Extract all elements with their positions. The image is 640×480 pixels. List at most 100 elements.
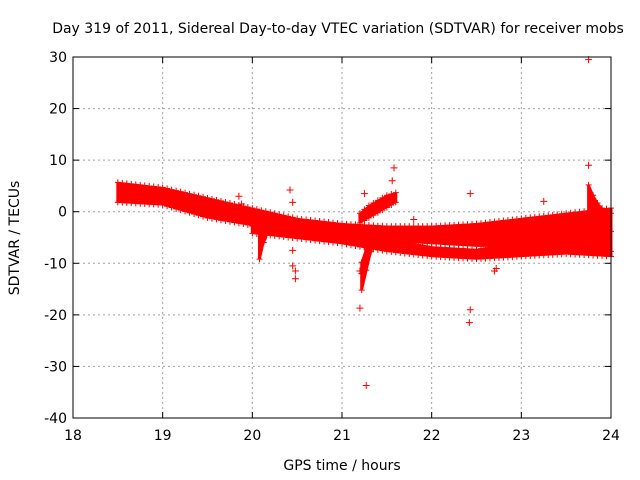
data-point: [482, 219, 489, 226]
data-point: [536, 236, 543, 243]
data-point: [173, 205, 180, 212]
data-point: [276, 211, 283, 218]
data-point: [365, 202, 372, 209]
data-point: [531, 213, 538, 220]
data-point: [486, 219, 493, 226]
data-point: [482, 244, 489, 251]
data-point: [603, 250, 610, 257]
data-point: [392, 249, 399, 256]
data-point: [244, 221, 251, 228]
data-point: [182, 208, 189, 215]
data-point: [415, 241, 422, 248]
data-points: [114, 56, 614, 390]
data-point: [397, 249, 404, 256]
data-point: [298, 236, 305, 243]
data-point: [491, 243, 498, 250]
data-point: [567, 209, 574, 216]
data-point: [289, 234, 296, 241]
data-point: [392, 199, 399, 206]
data-point: [267, 209, 274, 216]
data-point: [527, 214, 534, 221]
data-point: [231, 201, 238, 208]
data-point: [362, 382, 370, 390]
data-point: [477, 220, 484, 227]
y-tick-label: 30: [49, 50, 67, 66]
data-point: [374, 209, 381, 216]
data-point: [352, 242, 359, 249]
data-point: [356, 220, 363, 227]
data-point: [572, 209, 579, 216]
data-point: [356, 243, 363, 250]
data-point: [558, 210, 565, 217]
data-point: [208, 215, 215, 222]
data-point: [486, 244, 493, 251]
data-point: [271, 210, 278, 217]
data-point: [379, 235, 386, 242]
data-point: [260, 226, 267, 233]
data-point: [238, 200, 246, 208]
data-point: [388, 190, 395, 197]
data-point: [406, 239, 413, 246]
data-point: [397, 238, 404, 245]
data-point: [383, 248, 390, 255]
data-point: [164, 185, 171, 192]
data-point: [289, 262, 297, 270]
data-point: [226, 199, 233, 206]
data-point: [401, 250, 408, 257]
data-point: [213, 216, 220, 223]
data-point: [518, 238, 525, 245]
data-point: [392, 189, 399, 196]
data-point: [289, 246, 297, 254]
data-point: [410, 251, 417, 258]
data-point: [513, 239, 520, 246]
data-point: [367, 248, 374, 255]
data-point: [240, 221, 247, 228]
data-point: [204, 194, 211, 201]
data-point: [558, 234, 565, 241]
data-point: [316, 218, 323, 225]
data-point: [540, 236, 547, 243]
data-point: [358, 259, 365, 266]
data-point: [576, 231, 583, 238]
data-point: [347, 242, 354, 249]
data-point: [222, 198, 229, 205]
data-point: [177, 188, 184, 195]
data-point: [307, 237, 314, 244]
data-point: [334, 240, 341, 247]
data-point: [256, 256, 263, 263]
data-point: [491, 218, 498, 225]
data-point: [365, 214, 372, 221]
data-point: [249, 205, 256, 212]
data-point: [383, 192, 390, 199]
plot-frame: [72, 56, 612, 419]
data-point: [173, 187, 180, 194]
data-point: [361, 217, 368, 224]
x-tick-label: 24: [602, 428, 620, 444]
data-point: [321, 218, 328, 225]
data-point: [137, 181, 144, 188]
data-point: [303, 216, 310, 223]
x-tick-label: 22: [423, 428, 441, 444]
chart-title: Day 319 of 2011, Sidereal Day-to-day VTE…: [52, 21, 624, 37]
data-point: [204, 214, 211, 221]
data-point: [150, 183, 157, 190]
data-point: [585, 220, 592, 227]
data-point: [410, 240, 417, 247]
data-point: [343, 241, 350, 248]
data-point: [536, 213, 543, 220]
y-tick-label: -20: [44, 308, 67, 324]
data-point: [256, 223, 263, 230]
data-point: [367, 234, 374, 241]
data-point: [330, 219, 337, 226]
data-point: [159, 184, 166, 191]
x-tick-labels: 18 19 20 21 22 23 24: [64, 428, 620, 444]
data-point: [419, 242, 426, 249]
data-point: [155, 183, 162, 190]
data-point: [599, 205, 606, 212]
data-point: [424, 253, 431, 260]
data-point: [549, 211, 556, 218]
data-point: [289, 198, 297, 206]
data-point: [235, 220, 242, 227]
data-point: [504, 240, 511, 247]
data-point: [159, 201, 166, 208]
